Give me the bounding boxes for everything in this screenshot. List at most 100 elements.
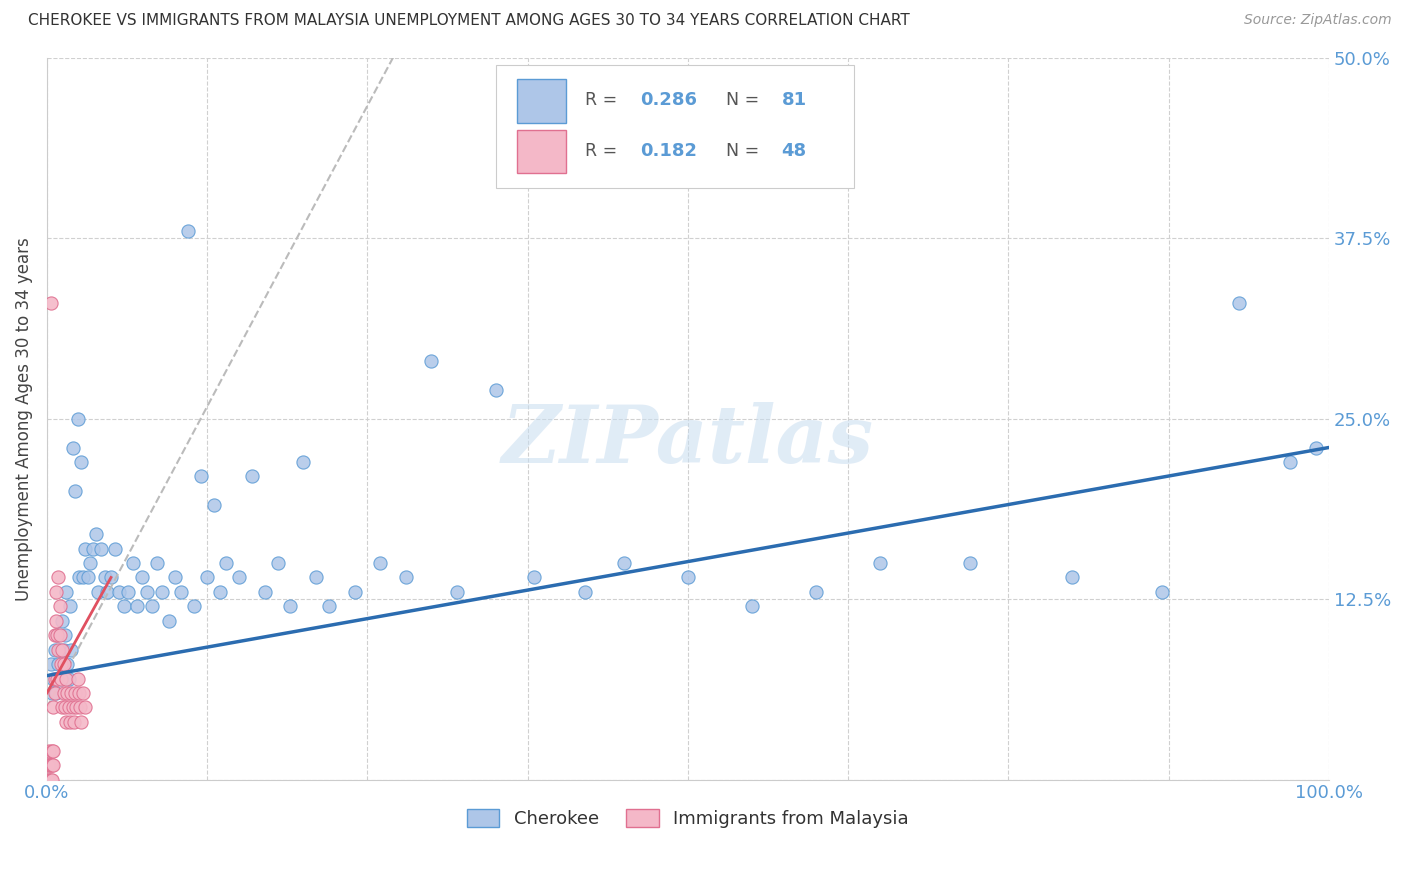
Point	[208, 585, 231, 599]
Point	[368, 556, 391, 570]
Point	[52, 686, 75, 700]
Point	[53, 700, 76, 714]
Text: R =: R =	[585, 91, 623, 110]
Point	[48, 570, 70, 584]
Point	[266, 556, 288, 570]
Point	[52, 642, 75, 657]
Point	[446, 585, 468, 599]
Point	[42, 758, 65, 772]
Point	[165, 570, 187, 584]
Point	[67, 570, 90, 584]
Point	[395, 570, 418, 584]
Point	[48, 642, 70, 657]
Point	[613, 556, 636, 570]
Point	[38, 758, 60, 772]
Point	[38, 744, 60, 758]
Point	[52, 657, 75, 672]
Point	[343, 585, 366, 599]
Point	[112, 599, 135, 614]
Point	[1227, 296, 1250, 310]
Point	[41, 686, 63, 700]
Point	[67, 686, 90, 700]
Point	[125, 599, 148, 614]
Point	[59, 714, 82, 729]
Point	[48, 642, 70, 657]
Point	[42, 700, 65, 714]
Point	[157, 614, 180, 628]
Point	[104, 541, 127, 556]
Point	[46, 672, 69, 686]
Point	[72, 686, 94, 700]
Point	[215, 556, 238, 570]
Point	[70, 714, 93, 729]
Point	[53, 628, 76, 642]
Point	[240, 469, 263, 483]
Point	[280, 599, 302, 614]
Point	[65, 700, 87, 714]
Point	[39, 296, 62, 310]
Point	[48, 599, 70, 614]
Point	[420, 354, 443, 368]
Point	[177, 224, 200, 238]
Point	[39, 657, 62, 672]
Point	[49, 672, 72, 686]
Point	[959, 556, 981, 570]
Point	[228, 570, 250, 584]
Point	[183, 599, 205, 614]
Point	[75, 541, 97, 556]
Point	[72, 570, 94, 584]
Point	[190, 469, 212, 483]
Point	[49, 657, 72, 672]
Point	[51, 642, 73, 657]
Point	[292, 455, 315, 469]
Point	[150, 585, 173, 599]
Point	[135, 585, 157, 599]
Point	[45, 585, 67, 599]
Point	[39, 772, 62, 787]
Point	[523, 570, 546, 584]
Point	[42, 744, 65, 758]
Text: R =: R =	[585, 142, 623, 160]
Point	[62, 441, 84, 455]
FancyBboxPatch shape	[517, 130, 567, 173]
Point	[1279, 455, 1302, 469]
Point	[55, 714, 77, 729]
Point	[51, 614, 73, 628]
Point	[60, 686, 83, 700]
Point	[202, 498, 225, 512]
Point	[44, 672, 66, 686]
Point	[141, 599, 163, 614]
Point	[37, 758, 59, 772]
Point	[84, 527, 107, 541]
Point	[55, 672, 77, 686]
Point	[484, 383, 506, 397]
Text: 0.182: 0.182	[640, 142, 697, 160]
Point	[41, 758, 63, 772]
Legend: Cherokee, Immigrants from Malaysia: Cherokee, Immigrants from Malaysia	[460, 802, 915, 836]
Point	[63, 483, 86, 498]
Point	[676, 570, 699, 584]
Point	[44, 628, 66, 642]
Point	[318, 599, 340, 614]
Point	[38, 772, 60, 787]
Point	[66, 411, 89, 425]
Point	[804, 585, 827, 599]
Point	[58, 672, 80, 686]
Point	[44, 642, 66, 657]
Point	[100, 570, 122, 584]
Point	[121, 556, 143, 570]
Text: 0.286: 0.286	[640, 91, 697, 110]
Text: N =: N =	[727, 91, 765, 110]
Point	[56, 657, 79, 672]
Point	[1305, 441, 1327, 455]
Point	[45, 686, 67, 700]
Point	[87, 585, 110, 599]
Point	[46, 628, 69, 642]
Point	[41, 772, 63, 787]
Y-axis label: Unemployment Among Ages 30 to 34 years: Unemployment Among Ages 30 to 34 years	[15, 236, 32, 600]
Text: Source: ZipAtlas.com: Source: ZipAtlas.com	[1244, 13, 1392, 28]
Point	[69, 700, 91, 714]
Point	[253, 585, 276, 599]
Point	[41, 744, 63, 758]
Point	[46, 628, 69, 642]
